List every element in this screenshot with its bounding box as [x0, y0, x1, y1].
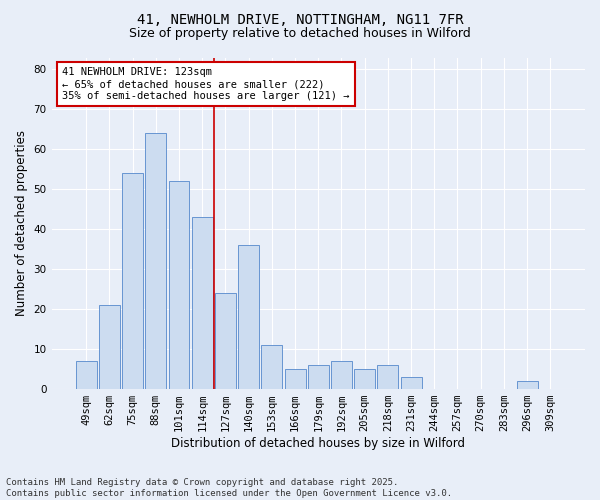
- Bar: [215, 293, 236, 389]
- Bar: [192, 218, 212, 389]
- X-axis label: Distribution of detached houses by size in Wilford: Distribution of detached houses by size …: [171, 437, 465, 450]
- Bar: [99, 305, 120, 389]
- Bar: [262, 345, 283, 389]
- Text: Contains HM Land Registry data © Crown copyright and database right 2025.
Contai: Contains HM Land Registry data © Crown c…: [6, 478, 452, 498]
- Bar: [401, 377, 422, 389]
- Bar: [354, 369, 375, 389]
- Bar: [169, 182, 190, 389]
- Bar: [145, 134, 166, 389]
- Bar: [331, 361, 352, 389]
- Bar: [238, 246, 259, 389]
- Bar: [517, 381, 538, 389]
- Text: 41 NEWHOLM DRIVE: 123sqm
← 65% of detached houses are smaller (222)
35% of semi-: 41 NEWHOLM DRIVE: 123sqm ← 65% of detach…: [62, 68, 350, 100]
- Y-axis label: Number of detached properties: Number of detached properties: [15, 130, 28, 316]
- Text: Size of property relative to detached houses in Wilford: Size of property relative to detached ho…: [129, 28, 471, 40]
- Text: 41, NEWHOLM DRIVE, NOTTINGHAM, NG11 7FR: 41, NEWHOLM DRIVE, NOTTINGHAM, NG11 7FR: [137, 12, 463, 26]
- Bar: [122, 174, 143, 389]
- Bar: [308, 365, 329, 389]
- Bar: [377, 365, 398, 389]
- Bar: [76, 361, 97, 389]
- Bar: [284, 369, 305, 389]
